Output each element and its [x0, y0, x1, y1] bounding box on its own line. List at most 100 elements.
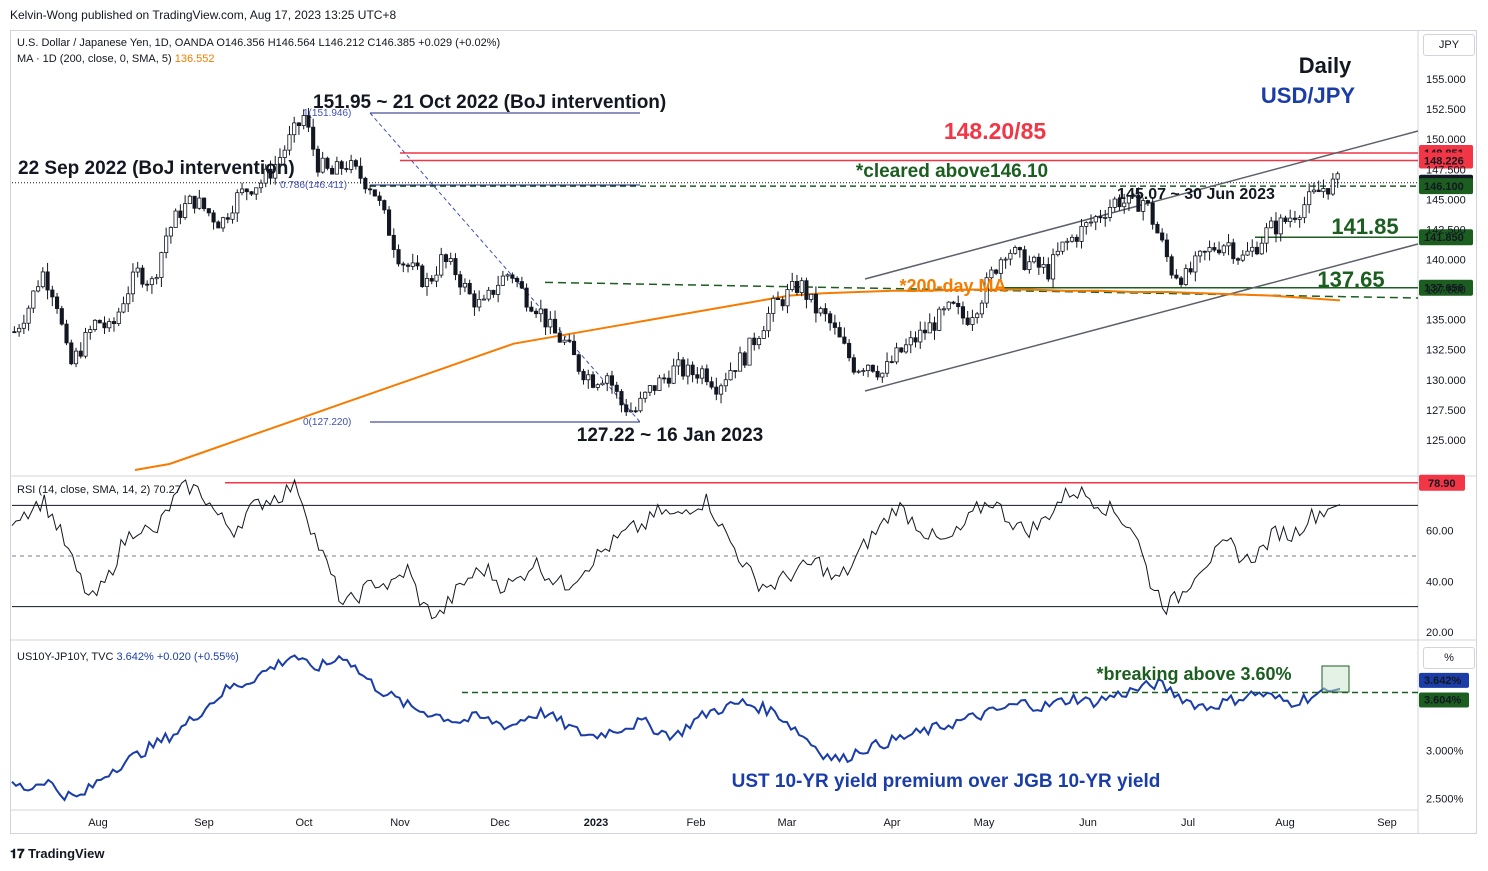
candle-body: [1226, 242, 1231, 247]
candle-body: [756, 338, 762, 346]
time-axis[interactable]: Aug Sep Oct Nov Dec 2023 Feb Mar Apr May Jun Jul Aug…: [88, 817, 1397, 829]
candle-body: [832, 322, 837, 328]
candle-body: [624, 404, 629, 413]
price-tick-label: 137.500: [1426, 285, 1466, 297]
price-tag-label: 146.100: [1424, 181, 1464, 193]
candle-body: [211, 212, 216, 223]
time-tick-label: Feb: [687, 817, 706, 829]
candle-body: [491, 289, 496, 295]
candle-body: [1131, 194, 1136, 197]
candle-body: [1093, 216, 1098, 223]
candle-body: [467, 282, 472, 295]
candle-body: [358, 165, 363, 179]
candle-body: [1041, 264, 1046, 268]
candle-body: [989, 269, 994, 279]
candle-body: [861, 370, 866, 372]
candle-body: [306, 115, 311, 128]
candle-body: [681, 359, 686, 377]
candle-body: [1141, 200, 1146, 212]
candle-body: [353, 160, 358, 167]
price-tag-label: 137.656: [1424, 283, 1464, 295]
candle-body: [1288, 217, 1293, 223]
price-tag-label: 148.226: [1424, 156, 1464, 168]
fib-retracement: 1(151.946) 0.786(146.411) 0(127.220): [280, 108, 641, 428]
candle-body: [1278, 217, 1283, 235]
candle-body: [884, 361, 890, 374]
candle-body: [1074, 236, 1079, 242]
candle-body: [1321, 188, 1326, 193]
candle-body: [230, 212, 235, 220]
candle-body: [927, 322, 932, 334]
candle-body: [937, 308, 942, 331]
candle-body: [951, 301, 956, 304]
annotation-sep-intervention: 22 Sep 2022 (BoJ intervention): [18, 158, 295, 179]
candle-body: [529, 306, 534, 312]
price-tick-label: 130.000: [1426, 375, 1466, 387]
candle-body: [842, 336, 847, 344]
yield-path: [11, 654, 1341, 802]
candle-body: [809, 293, 814, 300]
candle-body: [581, 370, 586, 381]
candle-body: [1311, 189, 1316, 193]
price-tick-label: 145.000: [1426, 194, 1466, 206]
candle-body: [1212, 247, 1217, 251]
candle-body: [244, 188, 249, 193]
candle-body: [168, 227, 173, 237]
candle-body: [349, 160, 354, 170]
candle-body: [1145, 200, 1150, 204]
main-price-axis[interactable]: 155.000 152.500 150.000 147.500 145.000 142.5…: [1426, 74, 1466, 447]
candle-body: [405, 264, 411, 267]
candle-body: [1259, 242, 1264, 255]
candle-body: [1169, 256, 1174, 276]
candle-body: [116, 311, 121, 324]
time-tick-label: Dec: [490, 817, 510, 829]
candle-body: [391, 234, 396, 250]
candle-body: [377, 195, 382, 201]
candle-body: [804, 280, 809, 300]
candle-body: [59, 308, 64, 325]
candle-body: [363, 177, 368, 190]
candle-body: [472, 293, 477, 308]
candle-body: [135, 267, 140, 273]
tradingview-logo[interactable]: 𝟏𝟕 TradingView: [10, 846, 104, 862]
candle-body: [69, 342, 74, 365]
candle-body: [548, 318, 553, 328]
fib-label-0: 0(127.220): [303, 417, 351, 428]
candle-body: [723, 379, 728, 387]
candle-body: [1245, 250, 1250, 256]
main-unit-button[interactable]: JPY: [1423, 34, 1475, 56]
candle-body: [301, 115, 306, 127]
candle-body: [164, 235, 169, 254]
rsi-axis[interactable]: 60.00 40.00 20.00: [1426, 526, 1454, 639]
rsi-bands: 78.90: [12, 474, 1465, 608]
rsi-tick-label: 40.00: [1426, 576, 1454, 588]
candle-body: [1330, 178, 1335, 195]
candle-body: [922, 329, 928, 334]
yield-axis[interactable]: 3.000% 2.500%: [1426, 745, 1464, 805]
candle-body: [54, 296, 60, 309]
candle-body: [292, 122, 297, 136]
candle-body: [1235, 258, 1241, 261]
time-tick-label: Nov: [390, 817, 410, 829]
candle-body: [1221, 245, 1226, 254]
yield-unit-button[interactable]: %: [1423, 647, 1475, 669]
candle-body: [1084, 222, 1089, 227]
candle-body: [771, 297, 776, 314]
candle-body: [761, 330, 766, 339]
candle-body: [775, 297, 781, 301]
price-tick-label: 132.500: [1426, 345, 1466, 357]
fib-label-1: 1(151.946): [303, 108, 351, 119]
candle-body: [12, 331, 17, 334]
candle-body: [856, 370, 861, 373]
candle-body: [747, 337, 752, 366]
candle-body: [140, 267, 145, 285]
candle-body: [439, 254, 444, 276]
rsi-level-tag: [1419, 474, 1465, 491]
rsi-line: [11, 478, 1341, 620]
rsi-header: RSI (14, close, SMA, 14, 2) 70.27: [17, 484, 181, 496]
candle-body: [823, 308, 828, 315]
price-tag: [1419, 279, 1473, 296]
candle-body: [567, 339, 572, 342]
candle-body: [192, 195, 197, 209]
